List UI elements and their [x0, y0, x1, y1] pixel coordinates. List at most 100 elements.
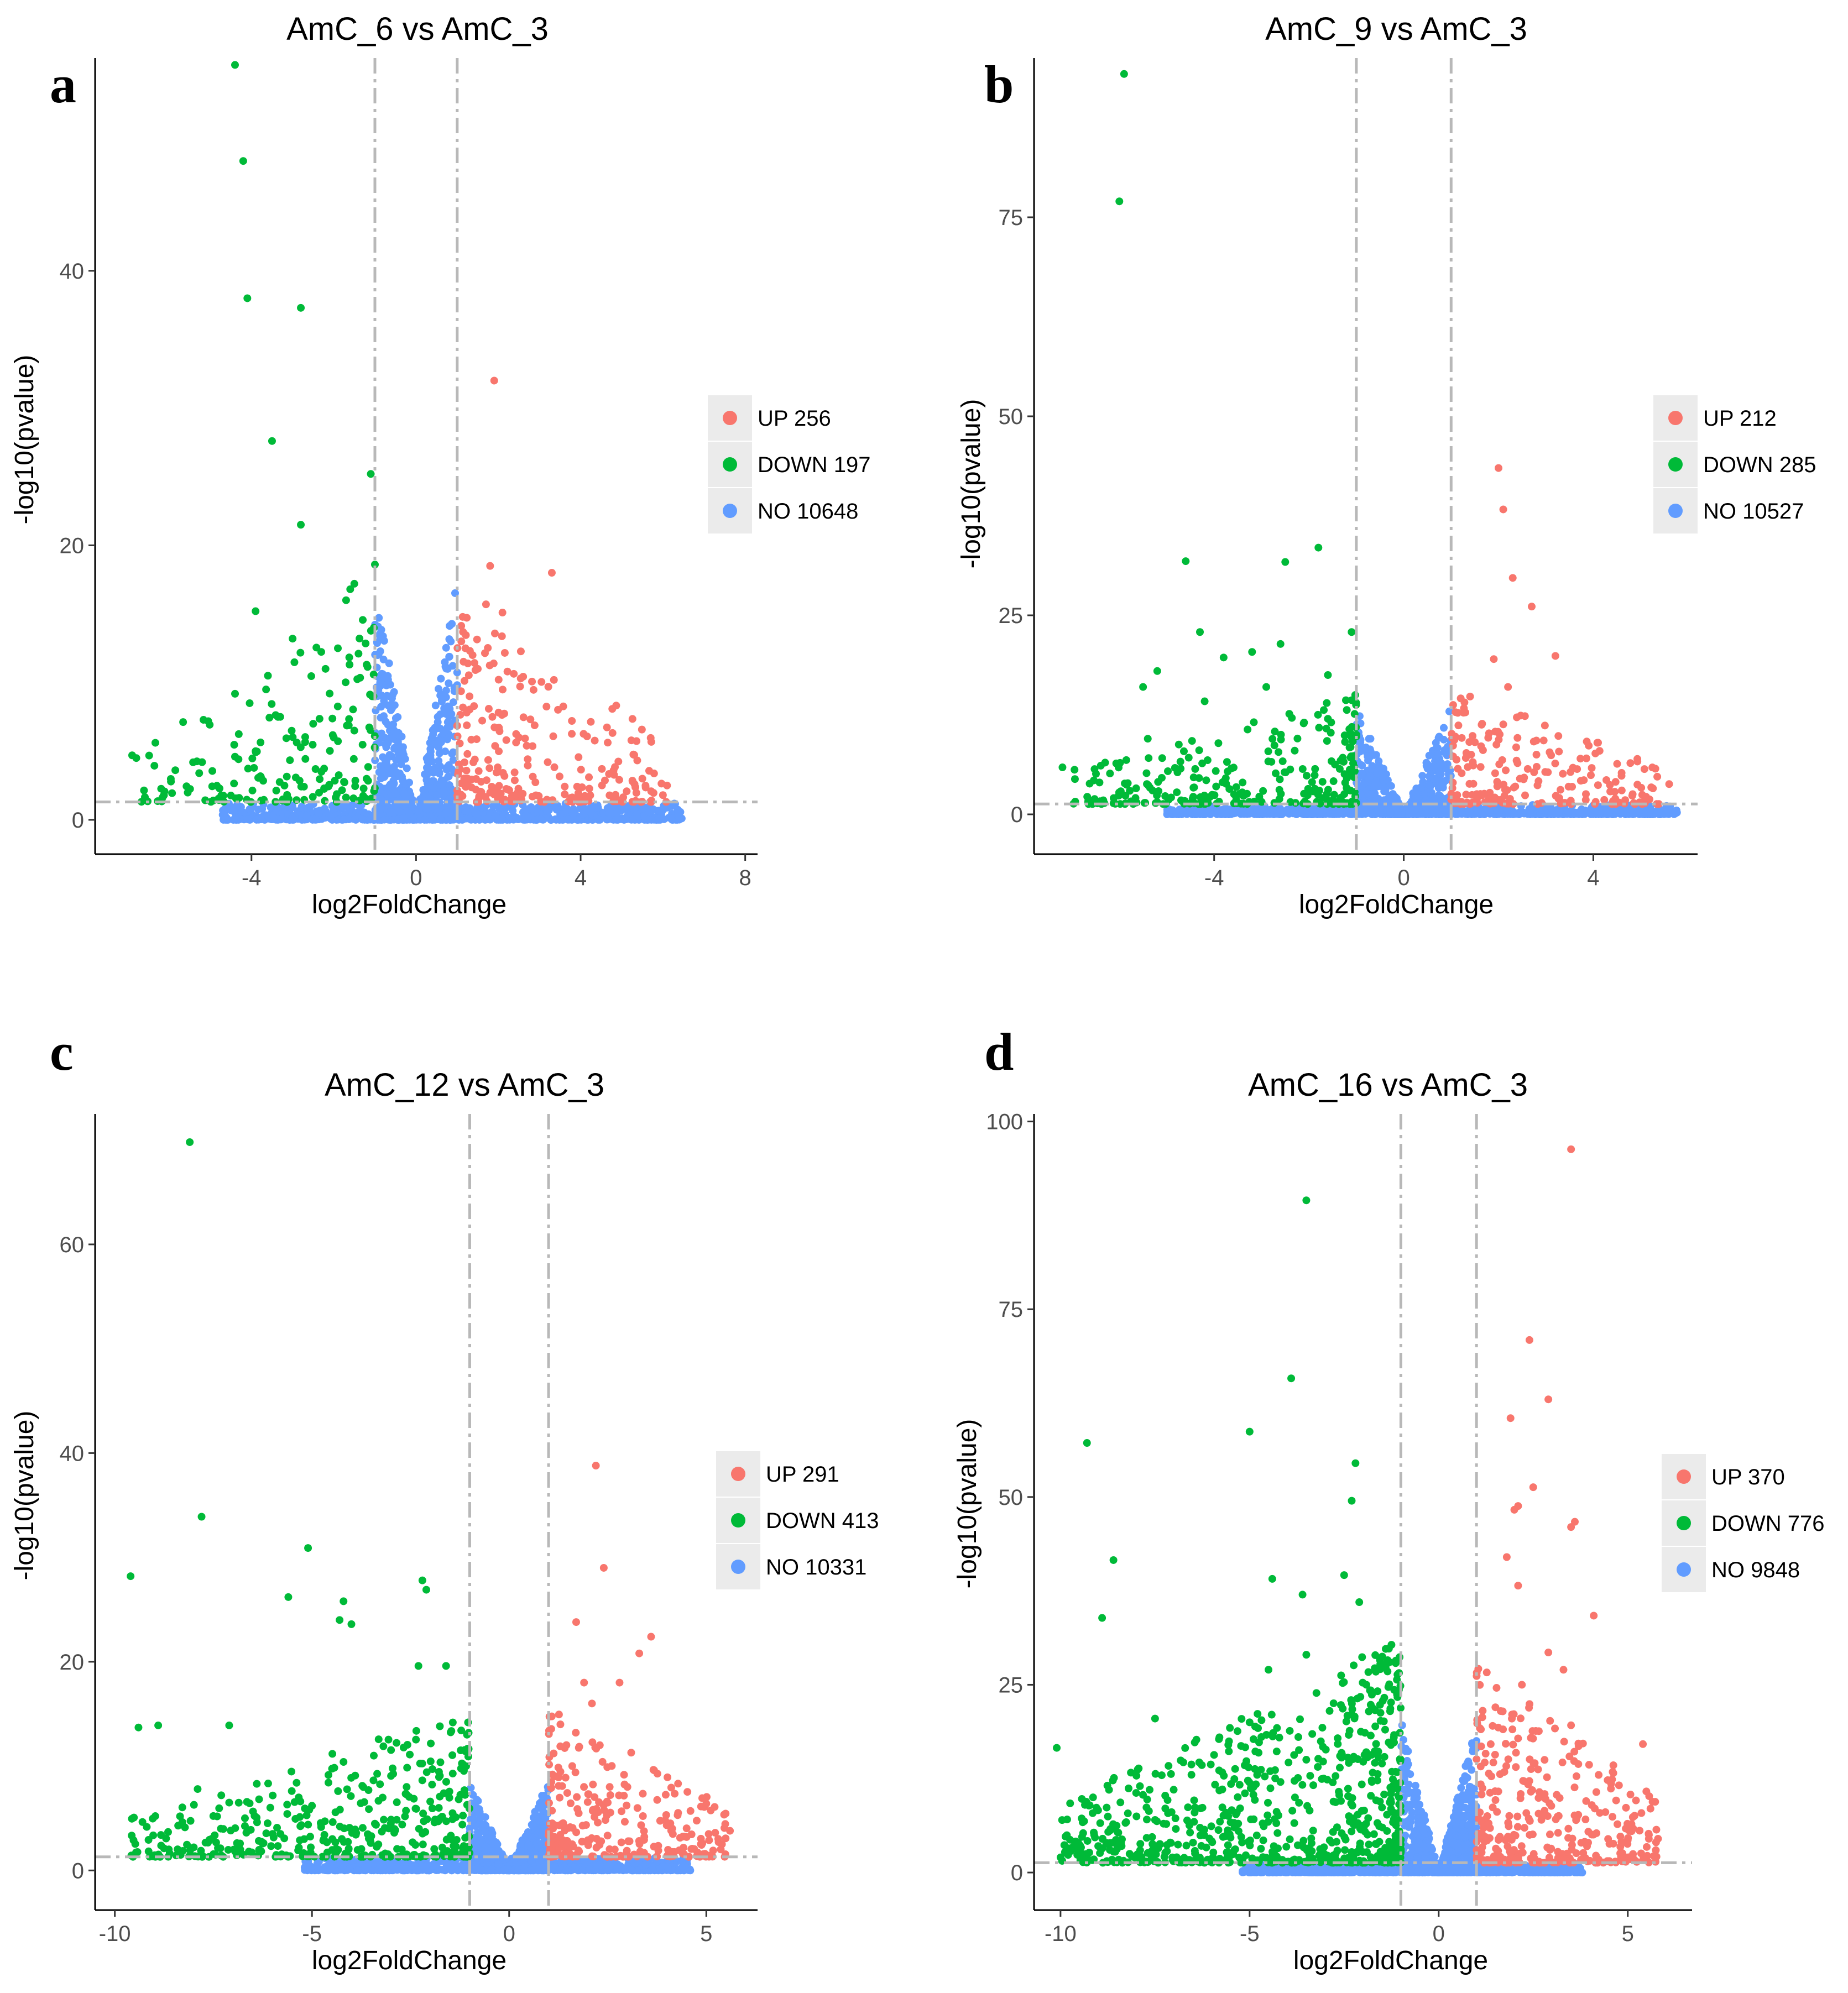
panel-b-point-no — [1366, 752, 1375, 761]
panel-a-point-no — [451, 589, 460, 597]
panel-a-point-up — [488, 782, 496, 791]
panel-a-point-down — [288, 726, 296, 735]
panel-b-point-up — [1478, 720, 1486, 729]
panel-a-point-no — [395, 770, 403, 778]
panel-a-point-no — [395, 755, 404, 763]
panel-a-point-down — [356, 673, 364, 682]
panel-b-point-no — [1221, 810, 1230, 818]
panel-a-point-no — [387, 706, 395, 714]
panel-b-point-up — [1617, 769, 1626, 777]
legend-label-down: DOWN 197 — [758, 453, 871, 477]
panel-a-point-no — [340, 815, 348, 824]
panel-a-point-no — [380, 673, 389, 682]
panel-b-point-down — [1146, 783, 1154, 792]
panel-b-point-down — [1190, 783, 1198, 792]
panel-a-point-no — [403, 764, 411, 772]
panel-a-point-down — [321, 665, 330, 673]
panel-b-point-up — [1462, 749, 1470, 757]
panel-a-point-no — [405, 809, 414, 818]
panel-a-point-up — [484, 705, 493, 713]
panel-a-point-down — [316, 775, 324, 783]
panel-a-point-down — [349, 755, 358, 763]
panel-a-point-no — [375, 614, 383, 622]
panel-a-point-up — [498, 609, 507, 617]
panel-a-point-down — [335, 771, 343, 780]
panel-b-x-tick-label: 4 — [1587, 866, 1599, 890]
panel-b-point-up — [1517, 712, 1525, 720]
legend-key-down — [1668, 457, 1683, 472]
panel-b-point-no — [1439, 777, 1448, 786]
panel-b-point-no — [1373, 770, 1381, 778]
panel-b-point-down — [1221, 774, 1230, 782]
panel-b-point-no — [1554, 809, 1562, 817]
panel-a-point-down — [297, 782, 305, 791]
panel-a-point-no — [463, 807, 471, 815]
panel-a-point-down — [297, 304, 305, 312]
panel-b-point-up — [1653, 772, 1662, 781]
panel-b-point-up — [1454, 721, 1463, 730]
panel-a-point-up — [604, 739, 612, 747]
panel-b-point-no — [1430, 763, 1438, 771]
panel-a-point-up — [490, 376, 498, 385]
panel-a-point-no — [400, 789, 408, 798]
panel-a-y-axis-label: -log10(pvalue) — [10, 355, 39, 525]
panel-a-point-no — [302, 812, 311, 820]
panel-a-point-down — [286, 756, 294, 765]
panel-a-point-up — [484, 644, 492, 652]
panel-a-point-no — [537, 815, 545, 823]
panel-a-point-down — [275, 778, 284, 786]
panel-b-point-down — [1343, 706, 1351, 714]
panel-a-point-no — [383, 756, 391, 765]
panel-a-point-up — [605, 791, 614, 799]
panel-a-point-down — [166, 775, 175, 783]
panel-a-point-up — [587, 718, 595, 726]
panel-a-point-no — [448, 662, 457, 670]
panel-a-point-down — [289, 635, 297, 643]
panel-b-point-down — [1239, 778, 1247, 787]
panel-b-point-down — [1145, 754, 1153, 762]
panel-b-point-no — [1361, 808, 1369, 816]
panel-b-point-down — [1132, 784, 1140, 792]
panel-a-point-no — [442, 644, 450, 652]
panel-b-point-up — [1554, 732, 1563, 740]
panel-b-point-no — [1441, 806, 1449, 814]
panel-a-point-up — [510, 768, 519, 777]
panel-a-point-down — [309, 720, 317, 728]
panel-b-point-up — [1465, 738, 1474, 746]
panel-b-point-up — [1530, 768, 1538, 776]
panel-a-point-down — [268, 437, 276, 445]
panel-b-point-down — [1182, 557, 1190, 566]
panel-a-point-up — [627, 736, 635, 745]
panel-a-point-down — [132, 754, 140, 762]
panel-a-point-down — [367, 726, 375, 734]
panel-a-point-no — [587, 809, 596, 817]
panel-a-point-no — [447, 637, 455, 646]
panel-a-point-down — [297, 521, 305, 529]
panel-b-point-up — [1626, 759, 1635, 767]
panel-b-point-down — [1189, 793, 1197, 801]
panel-a-point-up — [512, 730, 520, 738]
panel-a-point-no — [437, 674, 445, 683]
panel-b-point-up — [1638, 791, 1646, 799]
panel-a-point-up — [529, 772, 537, 781]
panel-a-point-no — [509, 807, 517, 815]
panel-a-point-up — [555, 772, 563, 781]
panel-a-point-up — [528, 677, 536, 686]
panel-a-point-no — [377, 703, 385, 711]
panel-a-point-up — [650, 770, 658, 778]
panel-b-point-up — [1458, 769, 1466, 777]
panel-a-point-down — [342, 678, 350, 687]
panel-a-point-no — [426, 745, 435, 753]
panel-a-point-down — [145, 751, 153, 760]
panel-a-point-down — [290, 658, 299, 666]
panel-a-point-up — [659, 791, 667, 799]
panel-a-point-up — [544, 683, 552, 691]
panel-b-x-tick-label: 0 — [1397, 866, 1410, 890]
panel-a-point-down — [239, 157, 247, 165]
panel-b-point-up — [1541, 768, 1549, 776]
panel-a-point-up — [580, 730, 588, 738]
panel-a-point-up — [519, 713, 528, 721]
